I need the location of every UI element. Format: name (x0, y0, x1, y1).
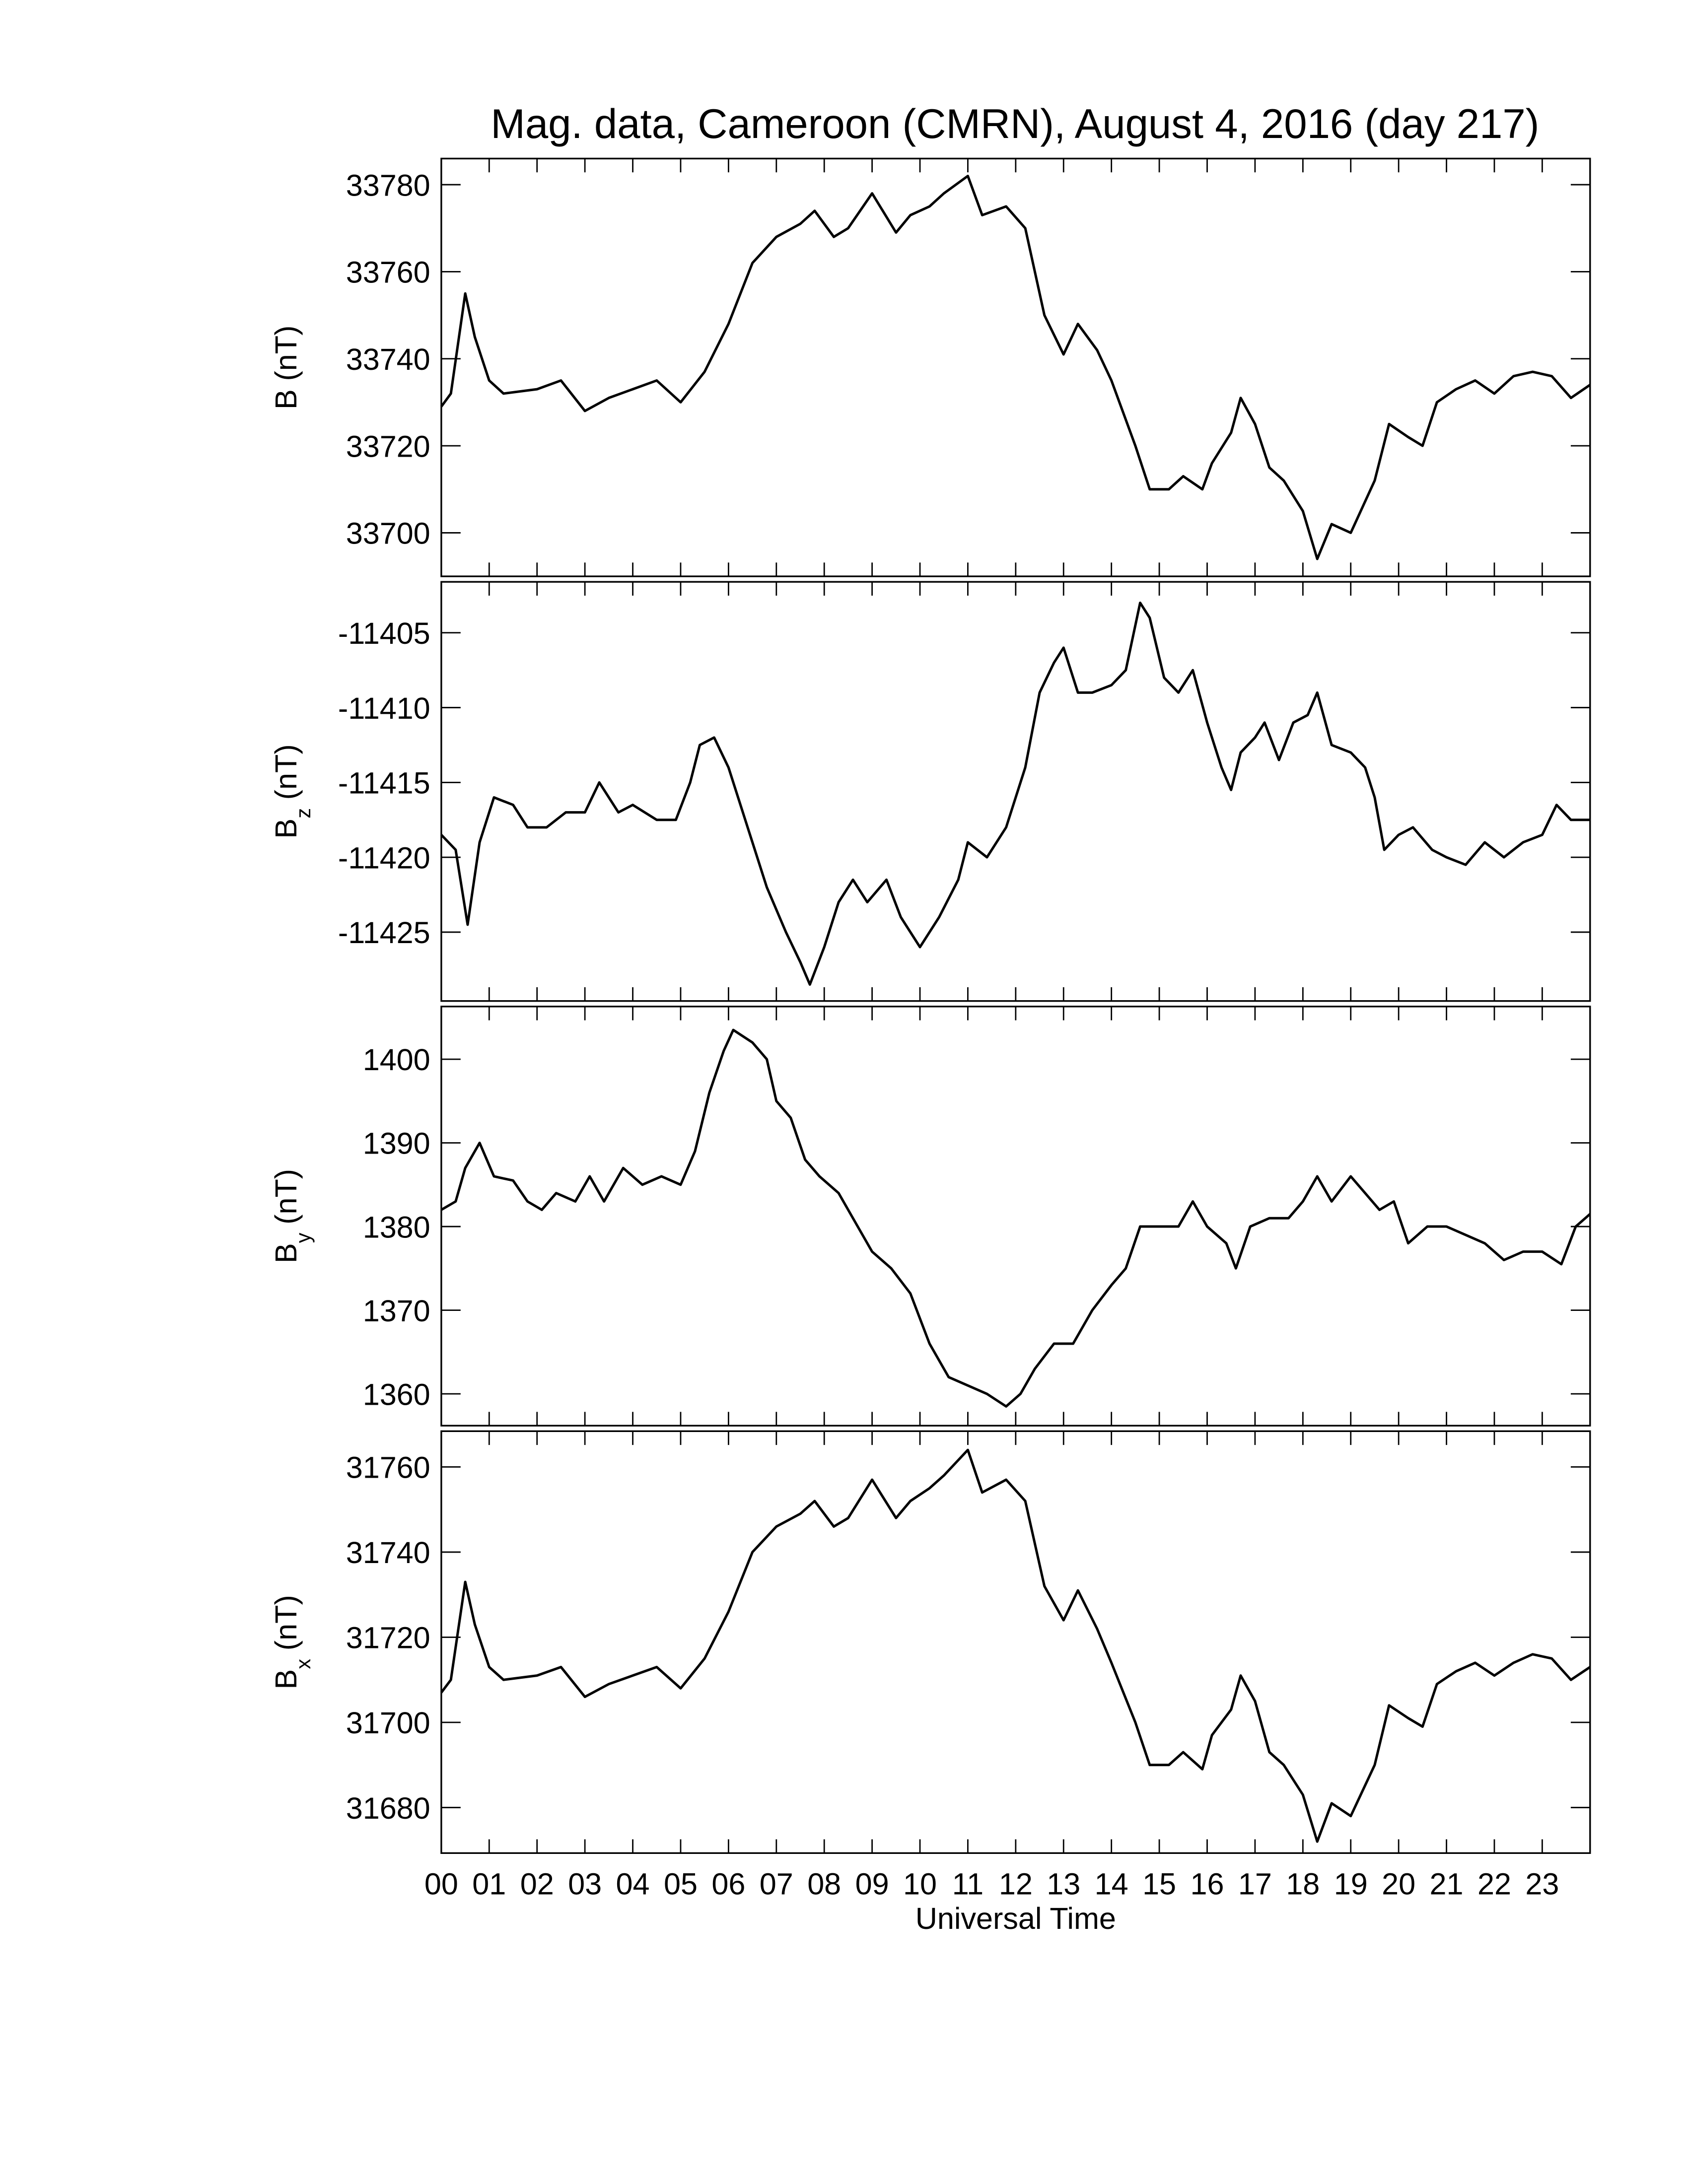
x-tick-label: 02 (520, 1867, 554, 1901)
y-label-subscript: z (291, 808, 315, 819)
x-tick-label: 09 (855, 1867, 889, 1901)
y-label-symbol: B (269, 1243, 303, 1263)
x-axis-label: Universal Time (915, 1902, 1116, 1935)
x-tick-label: 06 (711, 1867, 745, 1901)
y-tick-label: 31720 (346, 1621, 430, 1655)
y-tick-label: 1360 (363, 1377, 430, 1411)
x-tick-label: 16 (1190, 1867, 1224, 1901)
x-tick-label: 13 (1047, 1867, 1080, 1901)
x-tick-label: 11 (952, 1867, 984, 1901)
y-tick-label: 31760 (346, 1451, 430, 1485)
y-tick-label: 1370 (363, 1294, 430, 1328)
y-tick-label: 33740 (346, 342, 430, 376)
y-tick-label: 33720 (346, 429, 430, 463)
x-tick-label: 03 (568, 1867, 602, 1901)
data-line (440, 1028, 1591, 1408)
data-line (440, 601, 1590, 986)
y-tick-label: 31740 (346, 1536, 430, 1570)
y-label-symbol: B (269, 389, 303, 410)
y-tick-label: -11425 (338, 916, 430, 950)
y-tick-label: 1390 (363, 1127, 430, 1160)
x-tick-label: 19 (1334, 1867, 1368, 1901)
y-tick-label: 33700 (346, 517, 430, 550)
x-tick-label: 05 (664, 1867, 698, 1901)
x-tick-label: 17 (1238, 1867, 1272, 1901)
y-label-subscript: x (291, 1659, 315, 1669)
data-line (440, 175, 1591, 560)
x-tick-label: 08 (807, 1867, 841, 1901)
y-tick-label: 33760 (346, 256, 430, 289)
y-tick-label: -11405 (338, 616, 430, 650)
y-tick-label: 1380 (363, 1210, 430, 1244)
x-tick-label: 22 (1477, 1867, 1511, 1901)
x-tick-label: 10 (903, 1867, 937, 1901)
x-tick-label: 15 (1142, 1867, 1176, 1901)
x-tick-label: 14 (1095, 1867, 1128, 1901)
y-axis-label: B (nT) (269, 326, 303, 410)
x-tick-label: 04 (616, 1867, 650, 1901)
chart-title: Mag. data, Cameroon (CMRN), August 4, 20… (491, 101, 1539, 147)
x-tick-label: 21 (1430, 1867, 1464, 1901)
y-label-unit: (nT) (269, 1595, 303, 1650)
y-tick-label: 1400 (363, 1043, 430, 1077)
y-label-unit: (nT) (269, 326, 303, 381)
y-tick-label: 31680 (346, 1791, 430, 1825)
y-axis-label: By (nT) (269, 1169, 315, 1263)
x-tick-label: 01 (472, 1867, 506, 1901)
y-tick-label: -11420 (338, 841, 430, 875)
y-label-symbol: B (269, 1669, 303, 1690)
x-tick-label: 07 (760, 1867, 793, 1901)
data-line (440, 1448, 1591, 1843)
y-tick-label: 33780 (346, 168, 430, 202)
y-tick-label: -11410 (338, 691, 430, 725)
x-tick-label: 12 (999, 1867, 1033, 1901)
x-tick-label: 18 (1286, 1867, 1320, 1901)
y-tick-label: 31700 (346, 1706, 430, 1740)
y-label-unit: (nT) (269, 744, 303, 800)
x-tick-label: 23 (1525, 1867, 1559, 1901)
y-axis-label: Bx (nT) (269, 1595, 315, 1689)
y-label-unit: (nT) (269, 1169, 303, 1225)
y-label-subscript: y (291, 1232, 315, 1243)
x-tick-label: 20 (1382, 1867, 1415, 1901)
x-tick-label: 00 (424, 1867, 458, 1901)
y-axis-label: Bz (nT) (269, 744, 315, 838)
y-label-symbol: B (269, 819, 303, 839)
y-tick-label: -11415 (338, 766, 430, 800)
